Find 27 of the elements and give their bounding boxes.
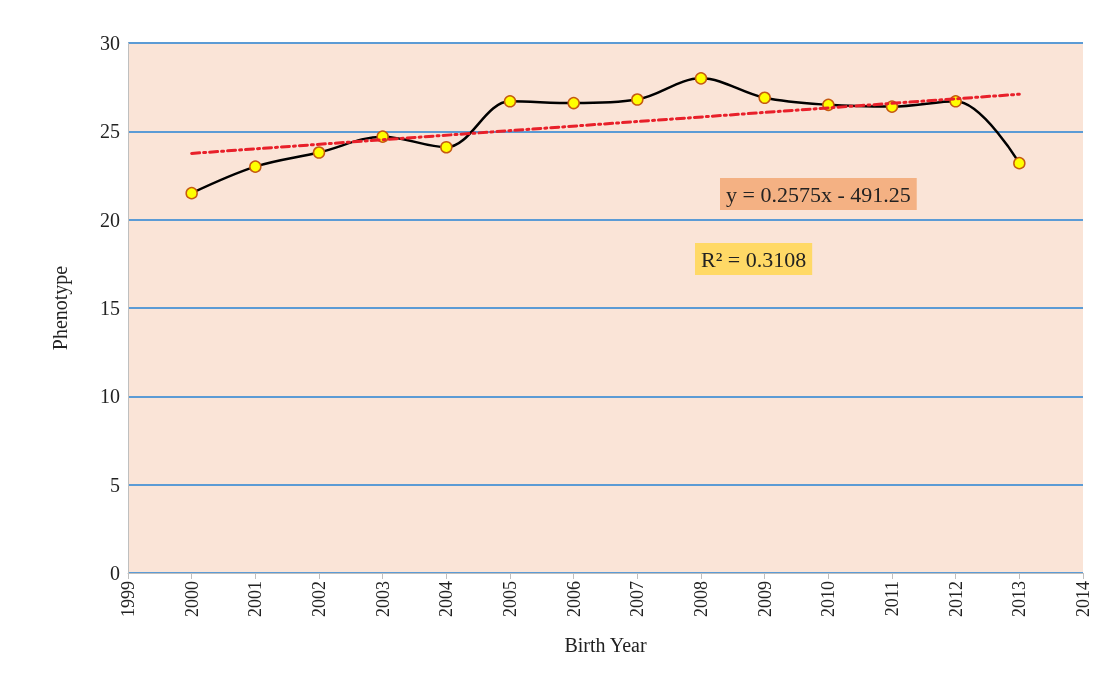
x-tick-label: 1999 [118,581,138,617]
x-axis-title: Birth Year [564,634,647,656]
y-tick-label: 10 [100,385,120,408]
y-axis-title: Phenotype [49,265,72,351]
x-tick-label: 2013 [1009,581,1030,617]
x-tick-label: 2003 [372,581,393,617]
y-tick-label: 0 [110,562,120,584]
x-tick-label: 2002 [309,581,329,617]
x-tick-label: 2008 [691,581,711,617]
x-tick-label: 2006 [563,581,584,617]
x-tick-label: 2009 [754,581,775,617]
annotation: y = 0.2575x - 491.25 [726,181,911,207]
x-tick-label: 2007 [627,581,648,617]
y-tick-label: 30 [100,32,120,54]
y-tick-label: 5 [110,473,120,496]
y-tick-label: 15 [100,297,120,319]
x-tick-label: 2000 [181,581,202,617]
x-tick-label: 2004 [436,581,457,617]
x-tick-label: 2001 [245,581,266,617]
x-tick-label: 2012 [945,581,966,617]
x-tick-label: 2010 [818,581,839,617]
y-tick-label: 25 [100,120,120,143]
annotation: R² = 0.3108 [701,246,807,272]
x-tick-label: 2005 [500,581,520,617]
x-tick-label: 2014 [1073,581,1093,617]
y-tick-label: 20 [100,208,120,231]
x-tick-label: 2011 [882,581,902,617]
